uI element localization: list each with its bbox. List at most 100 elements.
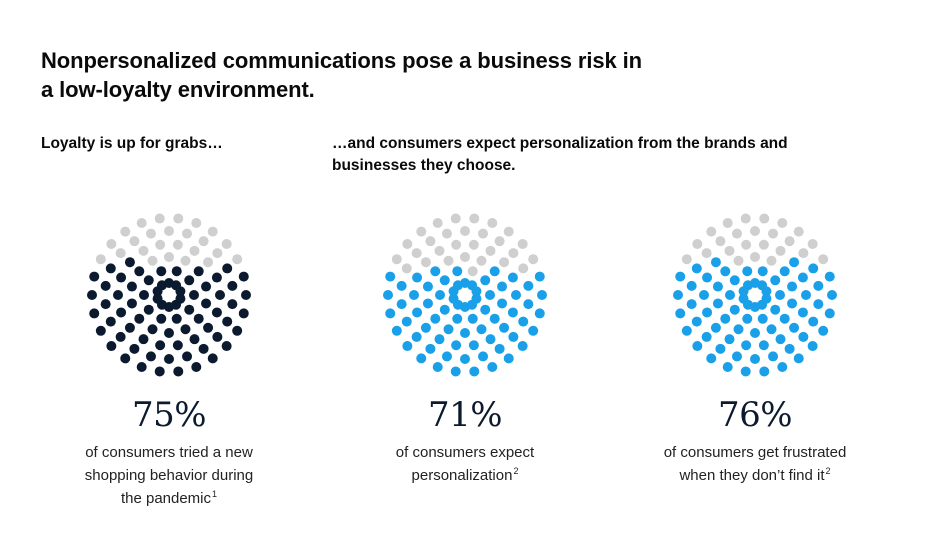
filled-dot: [503, 353, 514, 364]
filled-dot: [460, 328, 470, 338]
chart-title-line-2: a low-loyalty environment.: [41, 77, 315, 102]
filled-dot: [779, 313, 790, 324]
empty-dot: [401, 263, 412, 274]
filled-dot: [434, 334, 445, 345]
filled-dot: [789, 257, 800, 268]
empty-dot: [518, 263, 529, 274]
empty-dot: [460, 226, 470, 236]
filled-dot: [207, 353, 218, 364]
filled-dot: [221, 341, 232, 352]
filled-dot: [757, 313, 768, 324]
filled-dot: [770, 304, 781, 315]
filled-dot: [172, 340, 183, 351]
filled-dot: [396, 280, 407, 291]
filled-dot: [523, 299, 534, 310]
stat-value-1: 75%: [131, 395, 207, 435]
filled-dot: [702, 272, 713, 283]
filled-dot: [750, 354, 760, 364]
empty-dot: [467, 266, 478, 277]
empty-dot: [476, 255, 487, 266]
filled-dot: [731, 351, 742, 362]
filled-dot: [227, 299, 238, 310]
empty-dot: [485, 245, 496, 256]
empty-dot: [145, 228, 156, 239]
empty-dot: [391, 254, 402, 265]
filled-dot: [184, 275, 195, 286]
empty-dot: [402, 238, 413, 249]
filled-dot: [824, 271, 835, 282]
filled-dot: [770, 275, 781, 286]
filled-dot: [134, 313, 145, 324]
filled-dot: [523, 280, 534, 291]
filled-dot: [750, 328, 760, 338]
filled-dot: [420, 322, 431, 333]
filled-dot: [494, 343, 505, 354]
filled-dot: [779, 266, 790, 277]
empty-dot: [129, 236, 140, 247]
filled-dot: [126, 281, 137, 292]
filled-dot: [775, 290, 785, 300]
filled-dot: [511, 290, 521, 300]
filled-dot: [720, 313, 731, 324]
filled-dot: [681, 325, 692, 336]
filled-dot: [797, 307, 808, 318]
filled-dot: [222, 263, 233, 274]
filled-dot: [191, 362, 202, 372]
stat-expect-personalization: 71% of consumers expect personalization2: [345, 213, 585, 487]
filled-dot: [750, 278, 760, 288]
empty-dot: [182, 228, 193, 239]
filled-dot: [675, 271, 686, 282]
filled-dot: [129, 343, 140, 354]
filled-dot: [807, 341, 818, 352]
filled-dot: [534, 308, 545, 319]
filled-dot: [164, 354, 174, 364]
filled-dot: [115, 331, 126, 342]
empty-dot: [724, 245, 735, 256]
empty-dot: [154, 213, 165, 224]
filled-dot: [471, 293, 482, 304]
empty-dot: [478, 228, 489, 239]
filled-dot: [715, 343, 726, 354]
filled-dot: [171, 313, 182, 324]
filled-dot: [808, 316, 819, 327]
stat-value-2: 71%: [427, 395, 503, 435]
filled-dot: [89, 308, 100, 319]
filled-dot: [156, 266, 167, 277]
chart-title: Nonpersonalized communications pose a bu…: [41, 46, 642, 104]
filled-dot: [396, 299, 407, 310]
filled-dot: [701, 331, 712, 342]
filled-dot: [430, 313, 441, 324]
empty-dot: [499, 257, 510, 268]
filled-dot: [499, 322, 510, 333]
empty-dot: [189, 245, 200, 256]
filled-dot: [435, 290, 445, 300]
filled-dot: [452, 266, 463, 277]
empty-dot: [221, 238, 232, 249]
filled-dot: [425, 343, 436, 354]
filled-dot: [126, 298, 137, 309]
empty-dot: [198, 236, 209, 247]
empty-dot: [775, 245, 786, 256]
filled-dot: [139, 290, 149, 300]
filled-dot: [507, 272, 518, 283]
filled-dot: [485, 290, 495, 300]
filled-dot: [100, 299, 111, 310]
empty-dot: [733, 255, 744, 266]
empty-dot: [706, 226, 717, 237]
filled-dot: [827, 290, 837, 300]
filled-dot: [692, 341, 703, 352]
filled-dot: [201, 298, 212, 309]
filled-dot: [797, 272, 808, 283]
filled-dot: [813, 299, 824, 310]
empty-dot: [120, 226, 131, 237]
filled-dot: [686, 299, 697, 310]
empty-dot: [715, 236, 726, 247]
empty-dot: [155, 239, 166, 250]
stat-description-1-line-3: the pandemic: [120, 490, 212, 507]
filled-dot: [675, 308, 686, 319]
empty-dot: [420, 257, 431, 268]
empty-dot: [798, 248, 809, 259]
filled-dot: [824, 308, 835, 319]
filled-dot: [100, 280, 111, 291]
empty-dot: [450, 213, 461, 224]
